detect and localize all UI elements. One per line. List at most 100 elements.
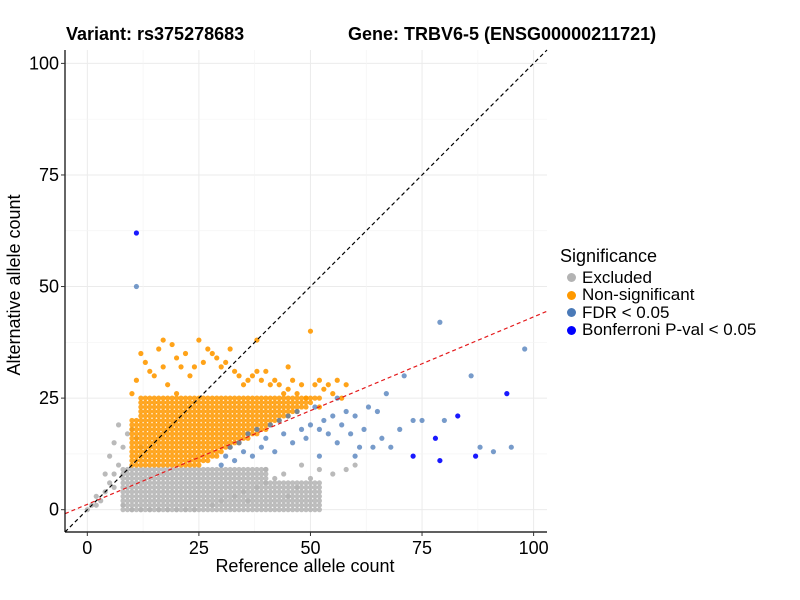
- point-fdr-0-05: [312, 404, 318, 410]
- point-non-significant: [272, 404, 278, 410]
- point-excluded: [263, 484, 269, 490]
- point-bonferroni-p-val-0-05: [432, 435, 439, 441]
- point-excluded: [223, 471, 229, 477]
- point-excluded: [223, 489, 229, 495]
- point-non-significant: [258, 417, 264, 424]
- point-non-significant: [142, 426, 148, 432]
- point-non-significant: [223, 413, 229, 419]
- point-excluded: [240, 507, 247, 513]
- point-non-significant: [218, 449, 224, 455]
- point-non-significant: [267, 408, 273, 415]
- point-excluded: [178, 484, 184, 490]
- point-non-significant: [165, 462, 171, 468]
- point-excluded: [214, 480, 220, 486]
- point-non-significant: [160, 413, 166, 419]
- point-excluded: [281, 471, 287, 477]
- point-non-significant: [178, 404, 184, 410]
- point-excluded: [267, 493, 273, 499]
- point-excluded: [227, 493, 233, 499]
- point-excluded: [218, 493, 224, 499]
- point-non-significant: [187, 408, 193, 415]
- point-non-significant: [276, 408, 282, 415]
- point-excluded: [156, 475, 162, 482]
- point-excluded: [191, 498, 198, 504]
- point-non-significant: [312, 395, 318, 401]
- point-non-significant: [227, 413, 233, 419]
- point-non-significant: [169, 453, 175, 459]
- point-non-significant: [245, 413, 251, 419]
- point-non-significant: [254, 413, 260, 419]
- point-excluded: [151, 466, 157, 473]
- point-excluded: [133, 493, 140, 499]
- point-non-significant: [218, 435, 224, 441]
- point-fdr-0-05: [330, 413, 336, 419]
- point-non-significant: [231, 399, 238, 406]
- point-excluded: [191, 471, 198, 477]
- y-axis-label: Alternative allele count: [4, 194, 24, 375]
- point-non-significant: [173, 355, 180, 361]
- point-non-significant: [182, 422, 189, 428]
- point-non-significant: [138, 431, 144, 437]
- point-fdr-0-05: [339, 422, 345, 428]
- point-non-significant: [214, 422, 220, 428]
- point-non-significant: [214, 355, 220, 361]
- point-non-significant: [240, 426, 247, 432]
- point-non-significant: [214, 440, 220, 446]
- point-non-significant: [200, 417, 206, 424]
- point-non-significant: [147, 462, 153, 468]
- point-non-significant: [182, 457, 189, 464]
- point-non-significant: [165, 408, 171, 415]
- point-non-significant: [187, 435, 193, 441]
- point-non-significant: [223, 435, 229, 441]
- point-non-significant: [182, 444, 189, 450]
- point-excluded: [196, 498, 202, 504]
- point-excluded: [272, 484, 278, 490]
- point-excluded: [124, 480, 131, 486]
- point-excluded: [196, 489, 202, 495]
- point-excluded: [133, 507, 140, 513]
- point-excluded: [254, 466, 260, 473]
- point-non-significant: [178, 426, 184, 432]
- point-non-significant: [133, 440, 140, 446]
- point-non-significant: [249, 413, 256, 419]
- point-excluded: [196, 484, 202, 490]
- point-non-significant: [205, 426, 211, 432]
- point-non-significant: [196, 444, 202, 450]
- point-non-significant: [231, 395, 238, 401]
- point-non-significant: [218, 431, 224, 437]
- point-non-significant: [200, 408, 206, 415]
- point-excluded: [173, 498, 180, 504]
- data-points: [84, 230, 528, 513]
- point-non-significant: [196, 457, 202, 464]
- point-non-significant: [223, 440, 229, 446]
- point-fdr-0-05: [325, 431, 331, 437]
- point-excluded: [285, 502, 291, 508]
- point-non-significant: [245, 422, 251, 428]
- point-excluded: [258, 466, 264, 473]
- point-excluded: [178, 498, 184, 504]
- point-excluded: [254, 502, 260, 508]
- point-non-significant: [258, 377, 264, 383]
- point-non-significant: [258, 404, 264, 410]
- point-excluded: [200, 471, 206, 477]
- point-excluded: [316, 498, 322, 504]
- point-excluded: [138, 498, 144, 504]
- legend-dot-icon: [567, 325, 576, 335]
- point-excluded: [169, 493, 175, 499]
- point-non-significant: [173, 404, 180, 410]
- point-non-significant: [205, 408, 211, 415]
- point-non-significant: [236, 426, 242, 432]
- point-excluded: [218, 507, 224, 513]
- point-excluded: [160, 502, 166, 508]
- point-non-significant: [231, 426, 238, 432]
- point-excluded: [200, 480, 206, 486]
- point-excluded: [258, 489, 264, 495]
- point-excluded: [245, 489, 251, 495]
- point-fdr-0-05: [522, 346, 528, 352]
- point-non-significant: [205, 453, 211, 459]
- point-non-significant: [214, 435, 220, 441]
- point-non-significant: [156, 399, 162, 406]
- point-non-significant: [142, 435, 148, 441]
- point-non-significant: [334, 377, 340, 383]
- point-excluded: [227, 502, 233, 508]
